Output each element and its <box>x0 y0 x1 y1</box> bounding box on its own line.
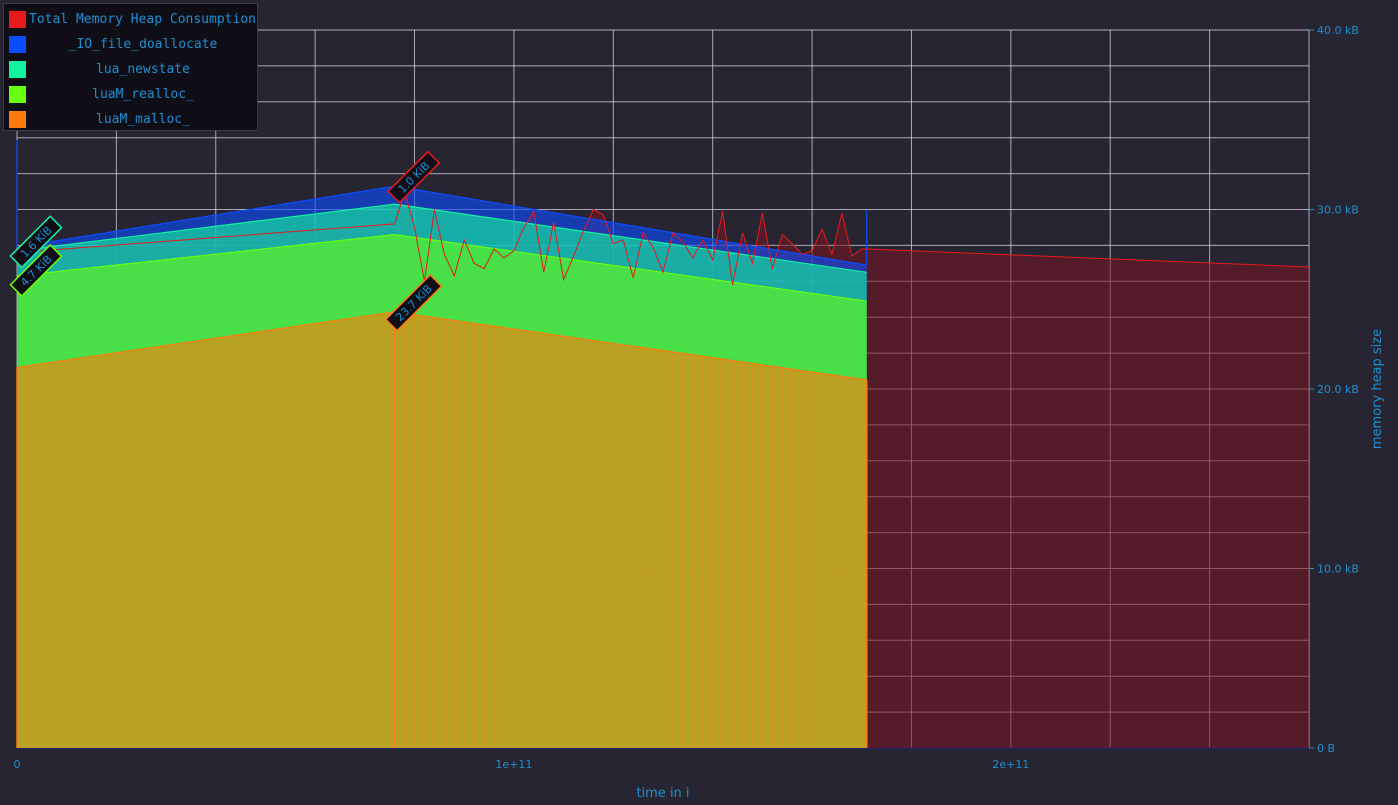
legend-swatch-io-file-doallocate <box>9 36 26 53</box>
legend-swatch-luam-realloc <box>9 86 26 103</box>
y-tick-label: 20.0 kB <box>1317 383 1359 396</box>
legend: Total Memory Heap Consumption _IO_file_d… <box>3 3 258 131</box>
x-tick-label: 1e+11 <box>495 758 532 771</box>
legend-label-luam-realloc: luaM_realloc_ <box>92 87 194 102</box>
y-tick-label: 10.0 kB <box>1317 563 1359 576</box>
series-areas <box>16 140 1310 749</box>
line-luam-realloc <box>16 234 867 302</box>
y-tick-label: 40.0 kB <box>1317 24 1359 37</box>
legend-item-luam-realloc[interactable]: luaM_realloc_ <box>8 84 256 104</box>
annotation-box <box>384 273 443 332</box>
annotation-box <box>387 150 441 204</box>
x-axis-title: time in i <box>636 786 689 801</box>
x-tick-label: 2e+11 <box>992 758 1029 771</box>
y-axis-title: memory heap size <box>1370 329 1385 449</box>
legend-item-lua-newstate[interactable]: lua_newstate <box>8 59 256 79</box>
legend-label-lua-newstate: lua_newstate <box>96 62 190 77</box>
x-axis-ticks: 0 1e+11 2e+11 <box>14 758 1030 771</box>
legend-label-luam-malloc: luaM_malloc_ <box>96 112 190 127</box>
legend-label-total: Total Memory Heap Consumption <box>29 12 256 27</box>
y-tick-label: 30.0 kB <box>1317 204 1359 217</box>
line-lua-newstate <box>16 203 867 273</box>
annotation-box <box>9 215 63 269</box>
legend-item-luam-malloc[interactable]: luaM_malloc_ <box>8 109 256 129</box>
legend-item-total[interactable]: Total Memory Heap Consumption <box>8 9 256 29</box>
legend-swatch-total <box>9 11 26 28</box>
line-total-memory <box>16 189 1310 285</box>
legend-item-io-file-doallocate[interactable]: _IO_file_doallocate <box>8 34 256 54</box>
legend-swatch-lua-newstate <box>9 61 26 78</box>
annotation-box <box>9 243 63 298</box>
legend-label-io-file-doallocate: _IO_file_doallocate <box>68 37 218 52</box>
y-tick-label: 0 B <box>1317 742 1335 755</box>
legend-swatch-luam-malloc <box>9 111 26 128</box>
x-tick-label: 0 <box>14 758 21 771</box>
area-luam-malloc <box>17 311 867 748</box>
y-axis-ticks: 0 B 10.0 kB 20.0 kB 30.0 kB 40.0 kB <box>1309 24 1359 755</box>
